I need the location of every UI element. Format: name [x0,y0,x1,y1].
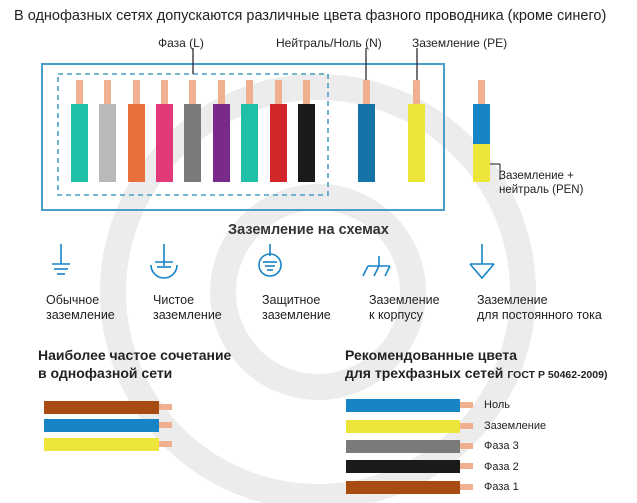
pen-wire-copper [478,80,485,104]
phase-wire-copper [161,80,168,104]
three-phase-wire-label: Ноль [484,399,510,411]
single-phase-wire-copper [159,441,172,447]
label-line: Заземление [477,293,548,307]
pen-label-line1: Заземление + [499,170,574,182]
three-phase-wire-copper [460,463,473,469]
three-phase-wire-label: Фаза 2 [484,461,519,473]
single-phase-wire-copper [159,422,172,428]
label-line: Заземление [369,293,440,307]
phase-wire [156,104,173,182]
neutral-wire-copper [363,80,370,104]
three-phase-title: Рекомендованные цвета для трехфазных сет… [345,346,607,384]
three-phase-wire [346,420,460,433]
gost-reference: ГОСТ Р 50462-2009) [507,369,608,381]
title-line-text: для трехфазных сетей [345,365,504,381]
three-phase-wire-label: Фаза 3 [484,440,519,452]
single-phase-wire [44,419,159,432]
dc-ground-icon [469,244,495,280]
earth-ground-icon [52,244,70,275]
pen-label: Заземление + нейтраль (PEN) [499,169,583,197]
label-line: заземление [153,308,222,322]
watermark-ring [100,74,536,503]
neutral-wire [358,104,375,182]
three-phase-wire-copper [460,484,473,490]
phase-wire-copper [76,80,83,104]
label-line: к корпусу [369,308,423,322]
ground-symbol-label-1: Обычное заземление [46,293,115,323]
ground-symbol-label-5: Заземление для постоянного тока [477,293,602,323]
three-phase-wire-label: Заземление [484,420,547,432]
label-line: для постоянного тока [477,308,602,322]
title-line: в однофазной сети [38,365,173,381]
ground-symbol-label-4: Заземление к корпусу [369,293,440,323]
page-title: В однофазных сетях допускаются различные… [14,8,607,24]
phase-wire [213,104,230,182]
pe-wire [408,104,425,182]
three-phase-wire [346,460,460,473]
phase-wire [184,104,201,182]
phase-wire-copper [246,80,253,104]
phase-wire-copper [133,80,140,104]
three-phase-wire-copper [460,443,473,449]
three-phase-wire [346,481,460,494]
phase-wire-copper [218,80,225,104]
conductors-frame [41,63,445,211]
ground-symbol-label-3: Защитное заземление [262,293,331,323]
ground-symbol-label-2: Чистое заземление [153,293,222,323]
phase-wire [128,104,145,182]
grounding-title: Заземление на схемах [228,222,389,238]
single-phase-title: Наиболее частое сочетание в однофазной с… [38,346,231,382]
label-line: заземление [46,308,115,322]
chassis-ground-icon [362,256,391,277]
phase-wire-copper [303,80,310,104]
label-line: Чистое [153,293,195,307]
phase-wire [270,104,287,182]
label-line: Защитное [262,293,321,307]
phase-wire-copper [104,80,111,104]
phase-wire [241,104,258,182]
pe-label: Заземление (PE) [412,36,508,50]
neutral-label: Нейтраль/Ноль (N) [276,36,382,50]
title-line: для трехфазных сетей ГОСТ Р 50462-2009) [345,364,607,384]
clean-ground-icon [150,244,178,279]
title-line: Наиболее частое сочетание [38,347,232,363]
three-phase-wire-copper [460,402,473,408]
title-line: Рекомендованные цвета [345,347,518,363]
phase-wire [99,104,116,182]
three-phase-wire [346,440,460,453]
phase-label: Фаза (L) [158,36,204,50]
three-phase-wire-copper [460,423,473,429]
phase-wire-copper [189,80,196,104]
pen-label-line2: нейтраль (PEN) [499,184,584,196]
pe-wire-copper [413,80,420,104]
single-phase-wire [44,438,159,451]
label-line: заземление [262,308,331,322]
pen-wire-top [473,104,490,144]
phase-wire [298,104,315,182]
pen-wire-bottom [473,144,490,182]
phase-wire-copper [275,80,282,104]
three-phase-wire [346,399,460,412]
phase-wire [71,104,88,182]
watermark-ring [210,184,426,400]
three-phase-wire-label: Фаза 1 [484,481,519,493]
protective-ground-icon [258,244,282,277]
single-phase-wire [44,401,159,414]
label-line: Обычное [46,293,100,307]
single-phase-wire-copper [159,404,172,410]
